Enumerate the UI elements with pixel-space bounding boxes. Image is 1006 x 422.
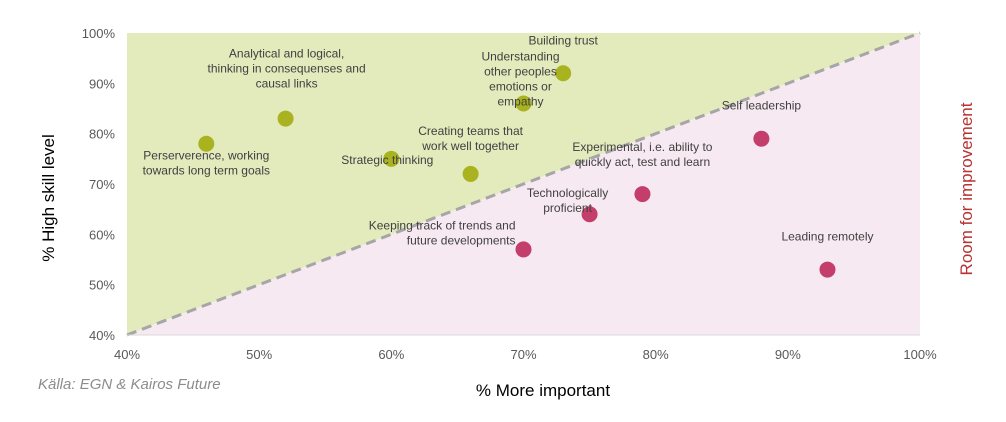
point-label: Perserverence, working towards long term …: [143, 149, 270, 178]
x-axis-title: % More important: [476, 381, 610, 400]
point-label: Technologically proficient: [527, 186, 608, 215]
x-tick-label: 80%: [643, 347, 669, 362]
point-label: Creating teams that work well together: [418, 124, 523, 153]
y-tick-label: 90%: [89, 76, 115, 91]
x-tick-label: 50%: [246, 347, 272, 362]
data-point: [277, 110, 294, 127]
source-note: Källa: EGN & Kairos Future: [38, 376, 221, 393]
point-label-line: Building trust: [528, 33, 598, 47]
y-tick-label: 50%: [89, 278, 115, 293]
point-label: Keeping track of trends and future develo…: [369, 218, 516, 247]
y-tick-label: 100%: [82, 26, 116, 41]
y-tick-label: 40%: [89, 328, 115, 343]
point-label: Analytical and logical, thinking in conse…: [208, 47, 366, 91]
point-label: Building trust: [528, 33, 598, 47]
data-point: [581, 206, 598, 223]
point-label-line: Leading remotely: [781, 230, 873, 244]
point-label-line: Understanding: [481, 49, 559, 63]
point-label-line: future developments: [407, 233, 516, 247]
point-label: Self leadership: [722, 99, 802, 113]
data-point: [198, 135, 215, 152]
points-layer: [198, 65, 836, 278]
point-label-line: causal links: [256, 77, 318, 91]
point-label-line: Strategic thinking: [341, 153, 433, 167]
y-tick-label: 70%: [89, 177, 115, 192]
point-label-line: work well together: [421, 139, 519, 153]
point-label-line: Keeping track of trends and: [369, 218, 516, 232]
point-label-line: Analytical and logical,: [229, 47, 344, 61]
point-label-line: Technologically: [527, 186, 608, 200]
y-tick-label: 80%: [89, 127, 115, 142]
data-point: [515, 241, 532, 258]
data-point: [383, 150, 400, 167]
point-label-line: proficient: [543, 201, 592, 215]
data-point: [753, 130, 770, 147]
data-point: [819, 261, 836, 278]
point-label: Leading remotely: [781, 230, 873, 244]
point-label-line: thinking in consequenses and: [208, 62, 366, 76]
point-label: Strategic thinking: [341, 153, 433, 167]
data-point: [555, 65, 572, 82]
point-label-line: Perserverence, working: [143, 149, 269, 163]
data-point: [634, 186, 651, 203]
axis-layer: 40% 50% 60% 70% 80% 90% 100% 100% 90% 80% 70% 60% 50…: [82, 26, 937, 362]
point-label-line: Creating teams that: [418, 124, 523, 138]
y-tick-label: 60%: [89, 227, 115, 242]
diagonal-line: [126, 31, 921, 337]
room-for-improvement-label: Room for improvement: [957, 102, 976, 275]
x-tick-label: 70%: [510, 347, 536, 362]
data-point: [462, 165, 479, 182]
y-axis-title: % High skill level: [39, 134, 58, 262]
diagonal-layer: [126, 31, 921, 337]
x-tick-label: 90%: [775, 347, 801, 362]
data-point: [515, 95, 532, 112]
point-label-line: emotions or: [489, 79, 552, 93]
x-tick-label: 100%: [903, 347, 937, 362]
point-label-line: empathy: [497, 94, 543, 108]
point-labels-layer: Perserverence, working towards long term …: [143, 33, 874, 247]
point-label: Understanding other peoples emotions or emp…: [481, 49, 559, 108]
x-tick-label: 60%: [378, 347, 404, 362]
point-label-line: towards long term goals: [143, 164, 270, 178]
point-label-line: Experimental, i.e. ability to: [572, 140, 712, 154]
point-label-line: quickly act, test and learn: [575, 155, 710, 169]
point-label-line: Self leadership: [722, 99, 802, 113]
x-tick-label: 40%: [114, 347, 140, 362]
point-label-line: other peoples: [484, 64, 557, 78]
point-label: Experimental, i.e. ability to quickly act…: [572, 140, 712, 169]
